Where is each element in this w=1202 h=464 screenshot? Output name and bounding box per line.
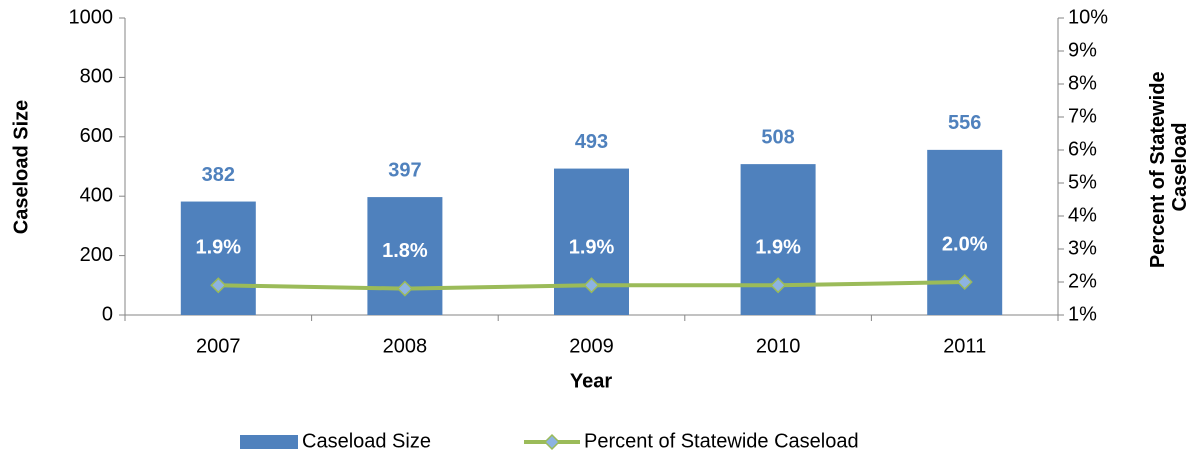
x-tick-label: 2007 [196, 335, 241, 357]
y2-tick-label: 10% [1068, 6, 1108, 28]
y2-axis-label: Percent of Statewide Caseload [1147, 66, 1191, 268]
x-axis-label: Year [570, 370, 612, 392]
line-value-label: 1.8% [382, 240, 428, 262]
bar-value-label: 382 [202, 164, 235, 186]
legend-label: Caseload Size [302, 430, 431, 452]
x-tick-label: 2008 [383, 335, 428, 357]
y2-tick-label: 8% [1068, 72, 1097, 94]
line-marker [583, 277, 600, 294]
line-marker [210, 277, 227, 294]
x-tick-label: 2009 [569, 335, 614, 357]
line-value-label: 1.9% [196, 237, 242, 259]
bar-value-label: 493 [575, 131, 608, 153]
y-tick-label: 0 [102, 303, 113, 325]
y-axis-label: Caseload Size [10, 100, 32, 235]
legend-swatch [543, 433, 561, 451]
bar-value-label: 397 [388, 159, 421, 181]
y2-tick-label: 2% [1068, 270, 1097, 292]
x-tick-label: 2011 [943, 335, 986, 357]
bar-value-label: 556 [948, 112, 981, 134]
y2-tick-label: 1% [1068, 303, 1097, 325]
y-tick-label: 600 [80, 125, 113, 147]
y2-tick-label: 7% [1068, 105, 1097, 127]
line-value-label: 1.9% [569, 237, 615, 259]
y-tick-label: 400 [80, 184, 113, 206]
bar [180, 201, 256, 315]
y2-tick-label: 6% [1068, 138, 1097, 160]
y-tick-label: 200 [80, 244, 113, 266]
y2-tick-label: 5% [1068, 171, 1097, 193]
y2-tick-label: 9% [1068, 39, 1097, 61]
line-marker [396, 280, 413, 297]
y-tick-label: 1000 [69, 6, 114, 28]
line-marker [770, 277, 787, 294]
y2-tick-label: 4% [1068, 204, 1097, 226]
line-value-label: 1.9% [755, 237, 801, 259]
bar-value-label: 508 [761, 126, 794, 148]
line-value-label: 2.0% [942, 233, 988, 255]
y-tick-label: 800 [80, 66, 113, 88]
line-marker [956, 273, 973, 291]
legend-swatch [240, 435, 298, 449]
x-tick-label: 2010 [756, 335, 801, 357]
legend-label: Percent of Statewide Caseload [584, 430, 859, 452]
y2-tick-label: 3% [1068, 237, 1097, 259]
